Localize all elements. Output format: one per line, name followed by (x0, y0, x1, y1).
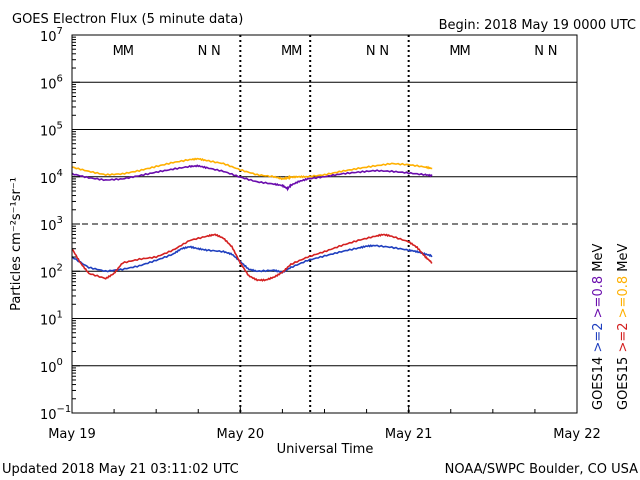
legend-entry: >=0.8 (616, 276, 631, 323)
legend-entry: MeV (591, 244, 606, 276)
legend-column: GOES15 >=2 >=0.8 MeV (616, 244, 631, 410)
legend-entry: GOES15 (616, 357, 631, 410)
y-tick-label: 104 (40, 168, 63, 187)
satellite-marker: M (123, 44, 134, 59)
x-tick-label: May 20 (217, 427, 265, 442)
satellite-marker: M (113, 44, 124, 59)
x-axis-ticks: May 19 May 20 May 21 May 22 (48, 405, 601, 442)
satellite-marker: M (281, 44, 292, 59)
data-source: NOAA/SWPC Boulder, CO USA (445, 462, 638, 477)
y-tick-label: 10−1 (40, 404, 71, 423)
y-tick-label: 103 (40, 215, 63, 234)
y-axis-ticks: 107 106 105 104 103 102 101 100 10−1 (40, 26, 80, 423)
y-tick-label: 102 (40, 262, 63, 281)
plot-grid (72, 35, 577, 413)
y-axis-label: Particles cm⁻²s⁻¹sr⁻¹ (9, 177, 24, 311)
satellite-marker: N (548, 44, 558, 59)
series-line (71, 157, 433, 181)
legend-column: GOES14 >=2 >=0.8 MeV (591, 244, 606, 410)
series-line (71, 233, 433, 282)
satellite-marker: N (379, 44, 389, 59)
series-line (71, 244, 433, 274)
satellite-marker: M (449, 44, 460, 59)
y-tick-label: 105 (40, 121, 63, 140)
satellite-marker: N (534, 44, 544, 59)
x-tick-label: May 22 (553, 427, 601, 442)
satellite-marker: M (291, 44, 302, 59)
legend-entry: MeV (616, 244, 631, 276)
legend-entry: >=2 (616, 322, 631, 356)
x-tick-label: May 21 (385, 427, 433, 442)
legend-entry: >=2 (591, 322, 606, 356)
x-axis-label: Universal Time (277, 442, 374, 457)
y-tick-label: 101 (40, 310, 63, 329)
satellite-marker: N (198, 44, 208, 59)
chart-title: GOES Electron Flux (5 minute data) (12, 12, 243, 27)
x-tick-label: May 19 (48, 427, 96, 442)
legend-entry: GOES14 (591, 357, 606, 410)
satellite-marker: N (366, 44, 376, 59)
updated-timestamp: Updated 2018 May 21 03:11:02 UTC (2, 462, 239, 477)
satellite-marker: M (459, 44, 470, 59)
satellite-marker: N (211, 44, 221, 59)
y-tick-label: 107 (40, 26, 63, 45)
begin-time-label: Begin: 2018 May 19 0000 UTC (439, 18, 636, 33)
y-tick-label: 100 (40, 357, 63, 376)
series-line (71, 164, 433, 192)
series-layer (71, 157, 433, 282)
legend-entry: >=0.8 (591, 276, 606, 323)
satellite-markers: MM N N MM N N MM N N (113, 44, 558, 59)
y-tick-label: 106 (40, 73, 63, 92)
